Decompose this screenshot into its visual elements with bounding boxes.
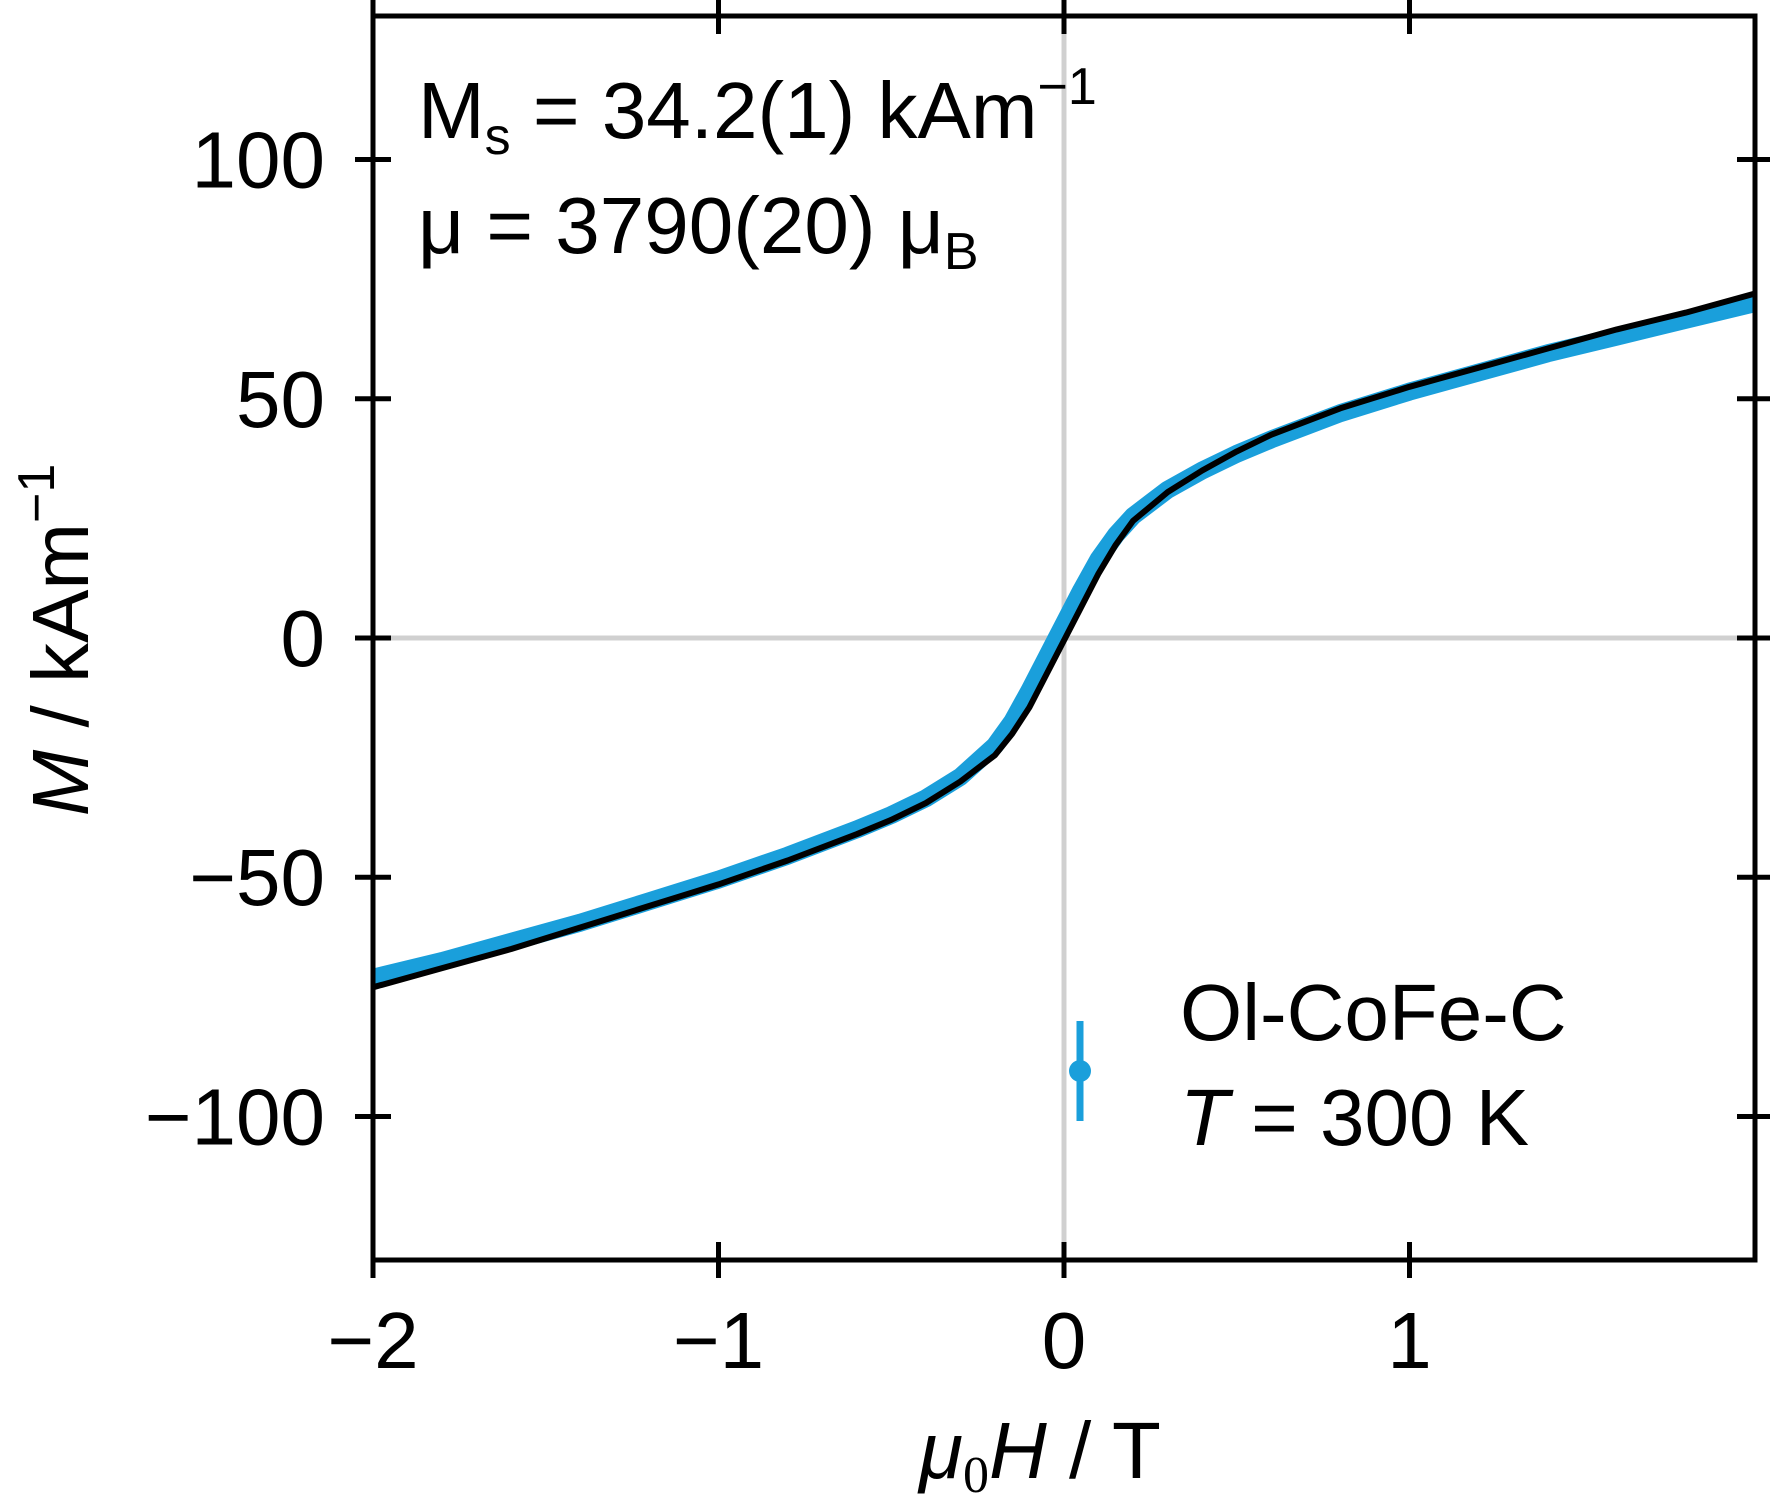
x-tick-label: 1 [1387,1296,1432,1385]
ms-annotation: Ms = 34.2(1) kAm−1 [418,58,1097,166]
x-axis-label: μ0H / T [917,1406,1161,1500]
legend-sample-label: Ol-CoFe-C [1180,968,1567,1057]
series-measured-data [373,294,1755,987]
legend: Ol-CoFe-C T = 300 K [1069,968,1567,1162]
mu-annotation: μ = 3790(20) μB [418,181,979,281]
y-tick-label: 50 [236,355,325,444]
y-tick-label: −50 [189,833,325,922]
x-tick-label: −1 [673,1296,764,1385]
y-tick-label: 100 [192,116,325,205]
tick-labels: −2 −1 0 1 100 50 0 −50 −100 [145,116,1432,1385]
legend-point-marker [1069,1060,1091,1082]
x-tick-label: 0 [1042,1296,1087,1385]
series-layer [373,290,1755,991]
y-tick-label: −100 [145,1072,325,1161]
x-tick-label: −2 [327,1296,418,1385]
series-fit-line [373,290,1755,991]
y-tick-label: 0 [281,594,326,683]
y-axis-label: M / kAm−1 [8,464,105,817]
axis-ticks [355,0,1770,1278]
legend-temperature-label: T = 300 K [1180,1073,1529,1162]
